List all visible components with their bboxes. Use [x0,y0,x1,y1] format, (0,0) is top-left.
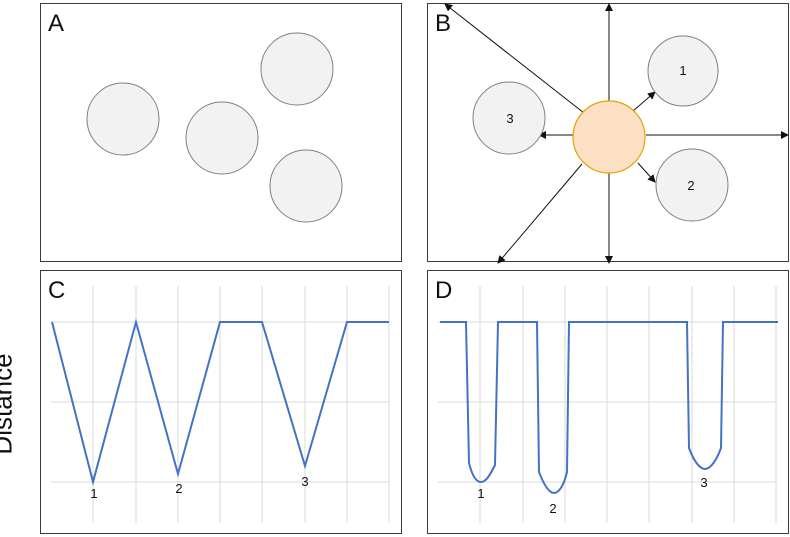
distance-line [51,318,389,486]
circle-3 [472,81,546,155]
panel-d: D 1 2 3 [427,270,789,534]
circle-2 [655,148,729,222]
circle-1 [647,35,719,107]
dip-label-2: 2 [549,501,556,516]
dip-label-2: 2 [175,481,182,496]
circle-3-label: 3 [506,111,513,126]
dip-label-1: 1 [477,486,484,501]
circle-2-label: 2 [687,178,694,193]
ray-arrow-to-1 [632,91,656,112]
ray-arrow-upleft [444,3,585,114]
panel-a-letter: A [48,10,65,37]
panel-c-letter: C [48,277,66,304]
panel-d-chart: 1 2 3 [438,286,778,523]
circle-3 [260,32,334,106]
circle-4 [269,149,343,223]
center-circle [572,100,646,174]
distance-line [440,321,778,495]
ray-arrow-downleft [497,163,583,264]
circle-1-label: 1 [679,63,686,78]
panel-d-letter: D [435,277,453,304]
ray-arrow-to-2 [637,162,656,183]
dip-label-3: 3 [301,474,308,489]
grid [438,286,777,523]
ray-arrows [444,3,789,264]
panel-c-chart: 1 2 3 [51,286,390,523]
circle-2 [185,101,259,175]
panel-c: C 1 2 3 [40,270,402,534]
panel-a-drawing [86,32,343,223]
circle-1 [86,82,160,156]
panel-b-letter: B [435,10,452,37]
dip-label-1: 1 [90,486,97,501]
panel-b: B 1 2 3 [427,3,789,264]
panel-b-drawing: 1 2 3 [444,3,789,264]
dip-label-3: 3 [700,475,707,490]
panel-a: A [40,3,402,262]
